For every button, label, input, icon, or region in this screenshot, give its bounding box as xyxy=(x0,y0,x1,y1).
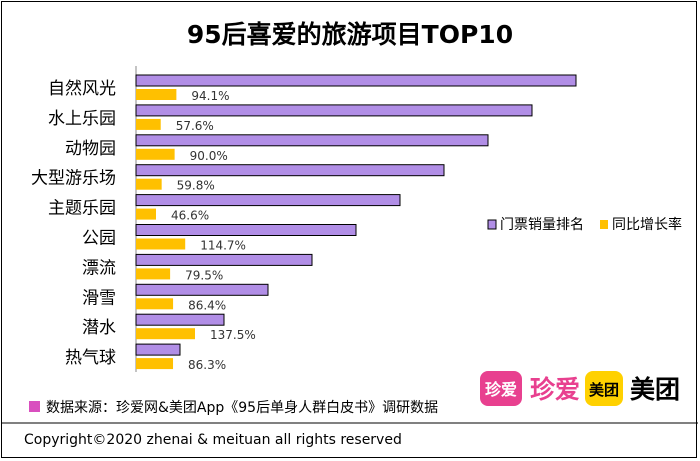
legend-swatch-growth xyxy=(600,220,608,229)
growth-value-label: 86.4% xyxy=(188,298,226,312)
bar-ticket-rank xyxy=(135,283,269,296)
category-label: 滑雪 xyxy=(82,288,116,308)
growth-value-label: 94.1% xyxy=(191,89,229,103)
legend: 门票销量排名 同比增长率 xyxy=(487,216,682,233)
category-label: 热气球 xyxy=(65,348,116,368)
meituan-badge xyxy=(585,371,623,406)
growth-value-label: 137.5% xyxy=(210,328,256,342)
source-note: 数据来源：珍爱网&美团App《95后单身人群白皮书》调研数据 xyxy=(46,400,438,416)
bar-growth-rate xyxy=(136,268,171,280)
category-label: 大型游乐场 xyxy=(31,169,116,189)
zhenai-wordmark: 珍爱 xyxy=(530,375,580,404)
copyright: Copyright©2020 zhenai & meituan all righ… xyxy=(24,432,402,448)
bar-growth-rate xyxy=(136,208,156,220)
legend-label-growth: 同比增长率 xyxy=(612,216,682,233)
category-label: 潜水 xyxy=(82,318,116,338)
bar-ticket-rank xyxy=(135,164,445,177)
category-label: 公园 xyxy=(82,229,116,249)
bar-ticket-rank xyxy=(135,74,577,87)
category-label: 自然风光 xyxy=(48,79,116,99)
bar-ticket-rank xyxy=(135,134,489,147)
chart-title: 95后喜爱的旅游项目TOP10 xyxy=(187,20,513,49)
category-label: 漂流 xyxy=(82,258,116,278)
bar-growth-rate xyxy=(136,89,177,100)
growth-value-label: 59.8% xyxy=(177,179,215,193)
meituan-logo: 美团 美团 xyxy=(585,371,680,406)
bar-ticket-rank xyxy=(135,313,225,326)
bars-group xyxy=(135,74,577,370)
zhenai-logo: 珍爱 珍爱 xyxy=(480,371,580,406)
bar-growth-rate xyxy=(136,298,174,310)
growth-value-label: 114.7% xyxy=(200,239,246,253)
source-marker xyxy=(29,401,40,412)
bar-ticket-rank xyxy=(135,194,401,207)
bar-ticket-rank xyxy=(135,253,313,266)
bar-ticket-rank xyxy=(135,104,533,117)
bar-growth-rate xyxy=(136,358,174,370)
growth-value-label: 86.3% xyxy=(188,358,226,372)
growth-value-label: 90.0% xyxy=(190,149,228,163)
growth-value-label: 57.6% xyxy=(176,119,214,133)
bar-growth-rate xyxy=(136,118,161,130)
legend-label-ticket-rank: 门票销量排名 xyxy=(500,217,584,233)
legend-swatch-ticket-rank xyxy=(487,219,497,230)
meituan-badge-text: 美团 xyxy=(589,381,619,399)
growth-value-label: 46.6% xyxy=(171,209,209,223)
bar-ticket-rank xyxy=(135,224,357,236)
bar-ticket-rank xyxy=(135,343,181,356)
category-label: 主题乐园 xyxy=(48,199,116,219)
bar-growth-rate xyxy=(136,178,162,190)
zhenai-badge-text: 珍爱 xyxy=(485,380,517,399)
bar-growth-rate xyxy=(136,148,175,160)
category-label: 动物园 xyxy=(65,139,116,159)
bar-growth-rate xyxy=(136,328,195,340)
growth-value-label: 79.5% xyxy=(185,268,223,282)
zhenai-badge xyxy=(480,371,522,406)
value-labels: 94.1% 57.6% 90.0% 59.8% 46.6% 114.7% 79.5% 86.4… xyxy=(171,89,256,372)
meituan-wordmark: 美团 xyxy=(630,375,680,404)
bar-growth-rate xyxy=(136,238,186,250)
category-label: 水上乐园 xyxy=(48,109,116,129)
